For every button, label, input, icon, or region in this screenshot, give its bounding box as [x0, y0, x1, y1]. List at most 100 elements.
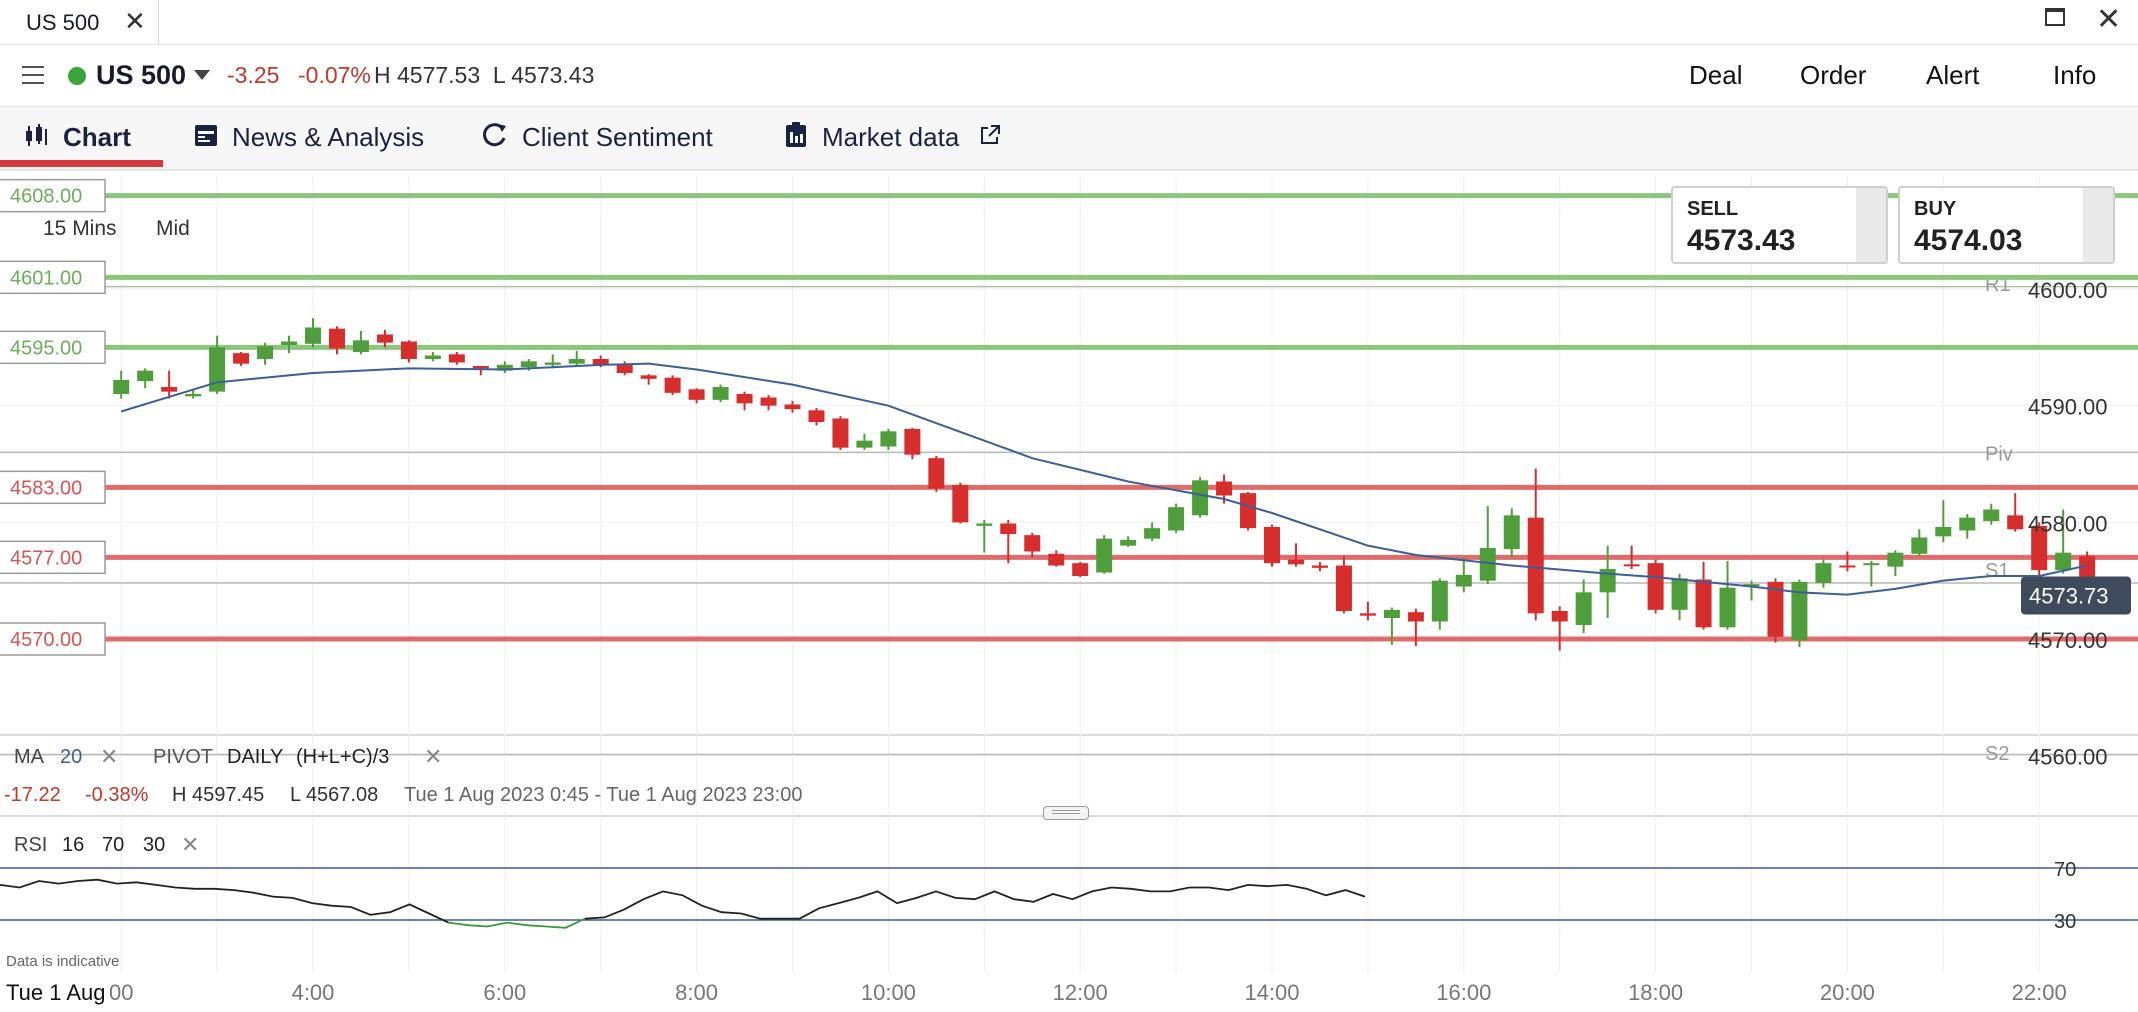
candle-body [976, 523, 993, 526]
market-name[interactable]: US 500 [96, 60, 187, 90]
x-tick-label: 18:00 [1628, 980, 1683, 1005]
candle-body [904, 428, 921, 455]
session-change-pct: -0.38% [85, 784, 149, 806]
price-level-tag [0, 178, 106, 213]
candle-body [568, 358, 585, 364]
tab-market-data[interactable]: Market data [822, 122, 960, 152]
session-low: L 4567.08 [290, 784, 379, 806]
candle-body [1000, 523, 1017, 534]
maximize-icon[interactable] [2045, 8, 2065, 26]
tab-chart[interactable]: Chart [63, 122, 131, 152]
candle-body [1383, 609, 1400, 618]
pivot-formula[interactable]: (H+L+C)/3 [296, 746, 390, 768]
change-percent: -0.07% [298, 62, 371, 88]
candle-body [520, 361, 537, 368]
candle-body [1335, 565, 1352, 611]
candle-body [209, 347, 226, 392]
candle-body [1911, 537, 1928, 554]
candle-body [376, 334, 393, 343]
disclaimer: Data is indicative [6, 953, 120, 970]
rsi-lower[interactable]: 30 [143, 834, 166, 856]
rsi-upper[interactable]: 70 [102, 834, 125, 856]
candle-body [1575, 592, 1592, 625]
candle-body [544, 362, 561, 365]
candle-body [1815, 563, 1832, 583]
candle-body [1791, 581, 1808, 641]
browser-tab[interactable]: US 500 ✕ [0, 0, 159, 44]
candle-body [1120, 539, 1137, 546]
x-tick-label: 8:00 [675, 980, 718, 1005]
refresh-icon [483, 123, 506, 147]
candle-body [2031, 525, 2048, 571]
candle-body [448, 354, 465, 363]
sell-button[interactable]: SELL 4573.43 [1671, 186, 1888, 264]
candle-body [952, 484, 969, 523]
price-type-selector[interactable]: Mid [156, 217, 190, 240]
y-tick-label: 4590.00 [2028, 395, 2108, 420]
remove-pivot-icon[interactable]: ✕ [424, 744, 443, 769]
pane-resize-handle[interactable] [1043, 806, 1089, 820]
price-level-value: 4601.00 [10, 267, 82, 289]
session-high: H 4597.45 [172, 784, 265, 806]
order-button[interactable]: Order [1800, 60, 1867, 90]
buy-button[interactable]: BUY 4574.03 [1898, 186, 2115, 264]
sell-price: 4573.43 [1687, 224, 1796, 257]
pivot-period[interactable]: DAILY [227, 746, 284, 768]
ma-period[interactable]: 20 [60, 746, 83, 768]
price-level-value: 4608.00 [10, 186, 82, 208]
candle-body [1407, 612, 1424, 622]
candle-body [856, 440, 873, 448]
remove-rsi-icon[interactable]: ✕ [181, 832, 200, 857]
x-tick-label: 12:00 [1053, 980, 1108, 1005]
candle-body [1479, 547, 1496, 581]
candle-body [1743, 584, 1760, 587]
window-titlebar [0, 0, 2138, 45]
hamburger-icon[interactable] [22, 66, 44, 90]
external-link-icon[interactable] [979, 124, 1001, 146]
candle-body [1551, 610, 1568, 622]
candle-body [2055, 552, 2072, 571]
tab-title: US 500 [26, 10, 100, 35]
x-tick-label: 6:00 [483, 980, 526, 1005]
candle-body [616, 363, 633, 373]
price-level-value: 4577.00 [10, 547, 82, 569]
deal-button[interactable]: Deal [1689, 60, 1743, 90]
candle-body [1287, 559, 1304, 565]
price-level-value: 4570.00 [10, 629, 82, 651]
candle-body [1216, 481, 1233, 496]
price-chart[interactable]: R1PivS1S24608.004601.004595.004583.00457… [0, 170, 2138, 1012]
clipboard-icon [786, 122, 806, 147]
candle-body [185, 393, 202, 397]
candle-body [664, 377, 681, 393]
candle-body [1240, 493, 1257, 529]
tab-news-analysis[interactable]: News & Analysis [232, 122, 425, 152]
tab-close-icon[interactable]: ✕ [124, 6, 146, 36]
candle-body [1887, 552, 1904, 567]
candle-body [1695, 579, 1712, 628]
candle-body [424, 355, 441, 359]
y-tick-label: 4580.00 [2028, 511, 2108, 536]
tab-client-sentiment[interactable]: Client Sentiment [522, 122, 713, 152]
candle-body [1144, 528, 1161, 539]
candle-body [1192, 480, 1209, 516]
x-tick-label: 14:00 [1244, 980, 1299, 1005]
remove-ma-icon[interactable]: ✕ [100, 744, 119, 769]
candlestick-icon [26, 124, 47, 146]
chevron-down-icon[interactable] [194, 70, 210, 80]
candle-body [1455, 574, 1472, 587]
alert-button[interactable]: Alert [1926, 60, 1980, 90]
pivot-label-piv: Piv [1985, 443, 2013, 465]
candle-body [1839, 565, 1856, 568]
candle-body [328, 328, 345, 349]
candle-body [760, 397, 777, 406]
info-button[interactable]: Info [2053, 60, 2097, 90]
candle-body [257, 346, 274, 359]
interval-selector[interactable]: 15 Mins [43, 217, 117, 240]
candle-body [712, 386, 729, 400]
candle-body [352, 340, 369, 352]
candle-body [1863, 563, 1880, 566]
candle-body [233, 353, 250, 364]
candle-body [1311, 565, 1328, 568]
close-icon[interactable]: ✕ [2096, 3, 2122, 36]
rsi-period[interactable]: 16 [62, 834, 85, 856]
